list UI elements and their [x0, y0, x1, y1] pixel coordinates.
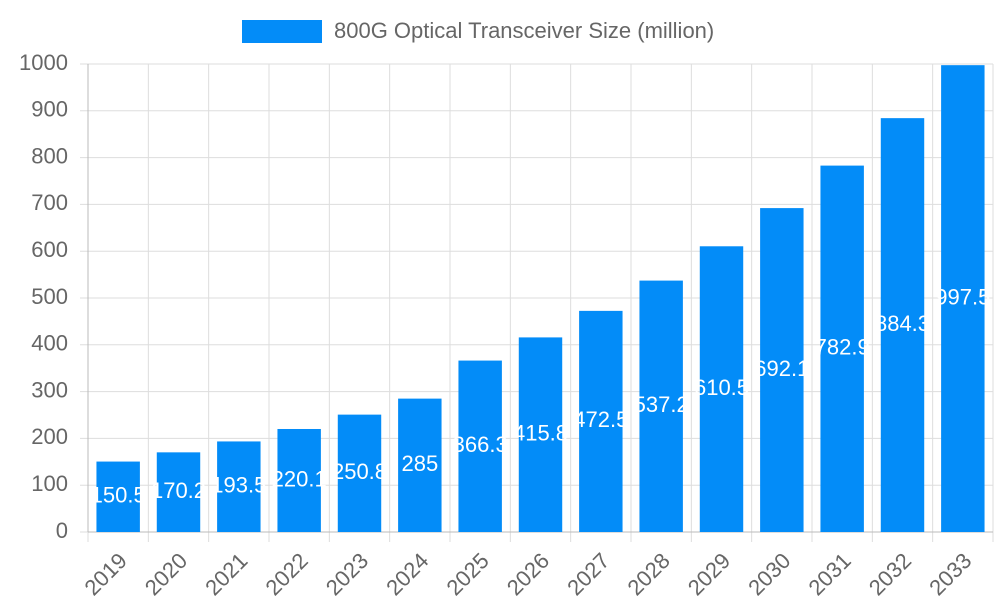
data-label: 285	[401, 451, 438, 476]
y-tick-label: 1000	[19, 50, 68, 75]
y-tick-label: 400	[31, 331, 68, 356]
legend-label: 800G Optical Transceiver Size (million)	[334, 18, 714, 43]
x-tick-label: 2022	[261, 548, 313, 600]
legend-swatch	[242, 20, 322, 43]
bar	[458, 360, 502, 532]
bar	[699, 246, 744, 532]
bar	[277, 428, 321, 532]
data-label: 415.8	[513, 421, 568, 446]
data-label: 250.8	[332, 459, 387, 484]
bar	[337, 414, 382, 532]
bar	[398, 398, 442, 532]
x-tick-label: 2027	[562, 548, 614, 600]
y-tick-label: 700	[31, 190, 68, 215]
data-label: 692.1	[754, 356, 809, 381]
x-tick-label: 2029	[683, 548, 735, 600]
y-tick-label: 100	[31, 471, 68, 496]
y-tick-label: 500	[31, 284, 68, 309]
bar	[156, 452, 201, 532]
x-tick-label: 2030	[743, 548, 795, 600]
data-label: 193.5	[211, 473, 266, 498]
x-tick-label: 2021	[200, 548, 252, 600]
data-label: 220.1	[272, 466, 327, 491]
bar	[217, 441, 261, 532]
y-tick-label: 300	[31, 377, 68, 402]
data-label: 472.5	[573, 407, 628, 432]
data-label: 610.5	[694, 375, 749, 400]
x-tick-label: 2026	[502, 548, 554, 600]
y-tick-label: 900	[31, 97, 68, 122]
data-label: 884.3	[875, 311, 930, 336]
x-tick-label: 2031	[804, 548, 856, 600]
bar	[96, 461, 140, 532]
y-tick-label: 200	[31, 424, 68, 449]
x-tick-label: 2033	[924, 548, 976, 600]
x-tick-label: 2025	[442, 548, 494, 600]
x-tick-label: 2023	[321, 548, 373, 600]
data-label: 537.2	[634, 392, 689, 417]
x-tick-label: 2028	[623, 548, 675, 600]
y-tick-label: 800	[31, 143, 68, 168]
bar	[820, 165, 864, 533]
bar	[579, 310, 623, 532]
data-label: 782.9	[815, 335, 870, 360]
bar	[639, 280, 683, 532]
bar	[941, 65, 985, 533]
bar	[518, 337, 563, 532]
data-label: 150.5	[91, 483, 146, 508]
bar	[880, 118, 925, 533]
x-tick-label: 2032	[864, 548, 916, 600]
y-tick-label: 600	[31, 237, 68, 262]
bar	[760, 208, 804, 532]
data-label: 997.5	[935, 284, 990, 309]
x-tick-label: 2019	[80, 548, 132, 600]
x-tick-label: 2020	[140, 548, 192, 600]
y-tick-label: 0	[56, 518, 68, 543]
data-label: 366.3	[453, 432, 508, 457]
data-label: 170.2	[151, 478, 206, 503]
x-tick-label: 2024	[381, 548, 433, 600]
